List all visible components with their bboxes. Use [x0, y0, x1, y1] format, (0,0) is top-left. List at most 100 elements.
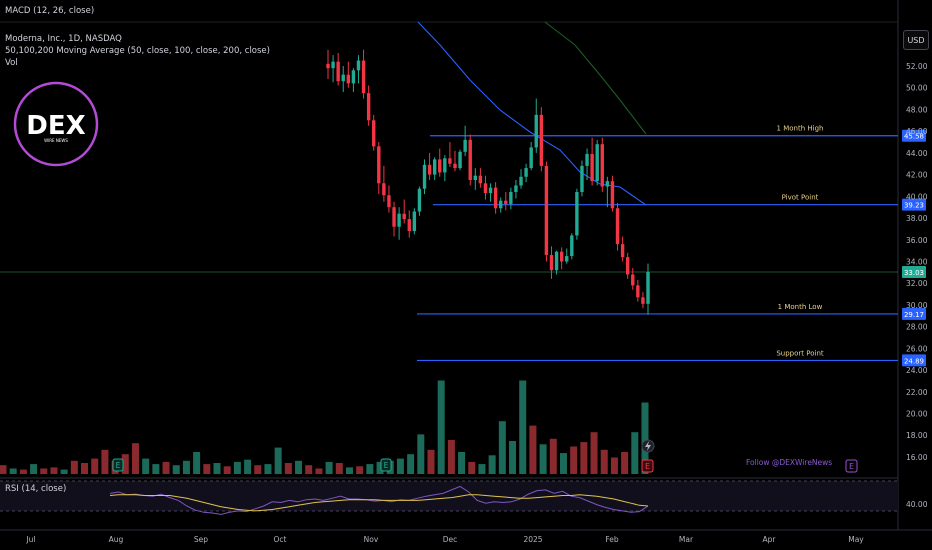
price-tick-label: 32.00: [906, 279, 928, 288]
candle-body: [422, 164, 427, 189]
current-price-tag: [902, 266, 926, 279]
volume-bar: [70, 460, 78, 474]
price-tick-label: 20.00: [906, 410, 928, 419]
volume-bar: [193, 452, 201, 474]
level-price-tag-text: 24.89: [904, 357, 924, 365]
candle-body: [361, 60, 366, 94]
candle-body: [407, 219, 411, 232]
candle-body: [570, 235, 574, 257]
price-tick-label: 16.00: [906, 453, 928, 462]
candle-body: [427, 164, 432, 175]
dex-logo: DEX WIRE NEWS: [13, 81, 99, 167]
rsi-indicator-label[interactable]: RSI (14, close): [5, 484, 67, 494]
candle-body: [575, 191, 579, 236]
earnings-badge-letter: E: [384, 461, 389, 470]
candle-body: [565, 256, 569, 262]
symbol-title[interactable]: Moderna, Inc., 1D, NASDAQ: [5, 34, 122, 44]
volume-bar: [396, 458, 404, 474]
volume-bar: [30, 464, 38, 474]
earnings-badge[interactable]: [112, 458, 124, 472]
candle-body: [529, 147, 533, 169]
candle-body: [620, 244, 625, 258]
macd-indicator-label[interactable]: MACD (12, 26, close): [5, 6, 95, 16]
candle-body: [590, 153, 594, 182]
level-price-tag: [902, 307, 926, 320]
volume-bar: [631, 432, 639, 474]
volume-bar: [81, 463, 89, 474]
earnings-badge-future[interactable]: E: [845, 459, 858, 473]
rsi-ma-line: [109, 494, 649, 512]
price-tick-label: 40.00: [906, 192, 928, 201]
level-label: Pivot Point: [782, 194, 819, 202]
volume-bar: [498, 421, 506, 474]
time-axis-label: Nov: [364, 535, 379, 544]
candle-body: [544, 165, 549, 255]
time-axis-label: Feb: [605, 535, 619, 544]
follow-text: Follow @DEXWireNews: [746, 458, 832, 467]
candle-body: [615, 208, 620, 245]
volume-bar: [60, 469, 68, 474]
candle-body: [341, 74, 345, 82]
volume-bar: [437, 380, 445, 474]
candle-body: [458, 151, 462, 169]
volume-bar: [40, 468, 48, 474]
logo-subtext: WIRE NEWS: [44, 138, 68, 143]
volume-bar: [549, 438, 557, 474]
moving-average-label[interactable]: 50,100,200 Moving Average (50, close, 10…: [5, 46, 270, 56]
level-price-tag: [902, 129, 926, 142]
volume-label[interactable]: Vol: [5, 58, 18, 68]
candle-body: [514, 185, 518, 192]
volume-bar: [590, 432, 598, 474]
candle-body: [636, 285, 640, 298]
candle-body: [336, 61, 340, 82]
volume-bar: [223, 466, 231, 474]
volume-bar: [142, 458, 150, 474]
volume-bar: [213, 463, 221, 474]
earnings-badge-letter: E: [116, 461, 121, 470]
volume-bar: [610, 457, 618, 474]
candle-body: [585, 153, 589, 166]
price-tick-label: 28.00: [906, 323, 928, 332]
earnings-badge-current[interactable]: E: [641, 459, 654, 473]
candle-body: [539, 114, 544, 166]
time-axis-label: Aug: [109, 535, 124, 544]
level-label: 1 Month High: [777, 125, 824, 133]
volume-bar: [91, 458, 99, 474]
time-axis-label: 2025: [523, 535, 542, 544]
candle-body: [498, 200, 503, 209]
candle-body: [397, 213, 401, 227]
price-tick-label: 52.00: [906, 62, 928, 71]
candle-body: [417, 188, 422, 212]
volume-bar: [315, 468, 323, 474]
level-price-tag-text: 39.23: [904, 202, 924, 210]
lightning-icon[interactable]: [641, 439, 655, 453]
volume-bar: [559, 453, 567, 474]
candle-body: [600, 144, 604, 187]
volume-bar: [264, 464, 272, 474]
volume-bar: [9, 468, 17, 474]
price-tick-label: 38.00: [906, 214, 928, 223]
price-tick-label: 26.00: [906, 344, 928, 353]
volume-bar: [447, 439, 455, 474]
volume-bar: [172, 465, 180, 474]
candle-body: [438, 159, 442, 173]
volume-bar: [600, 449, 608, 474]
candle-body: [504, 200, 508, 204]
time-axis-label: May: [848, 535, 864, 544]
volume-bar: [345, 467, 353, 474]
earnings-badge[interactable]: [380, 458, 392, 472]
candle-body: [372, 120, 376, 147]
current-price-tag-text: 33.03: [904, 269, 924, 277]
candle-body: [509, 191, 513, 204]
candle-body: [453, 163, 457, 169]
candle-body: [473, 175, 478, 181]
volume-bar: [478, 464, 486, 474]
rsi-line: [109, 485, 649, 515]
time-axis-label: Apr: [763, 535, 777, 544]
candle-body: [524, 168, 528, 177]
currency-button[interactable]: USD: [903, 30, 929, 50]
ma50-line: [417, 21, 647, 206]
volume-bar: [580, 442, 588, 474]
candle-body: [534, 114, 538, 148]
